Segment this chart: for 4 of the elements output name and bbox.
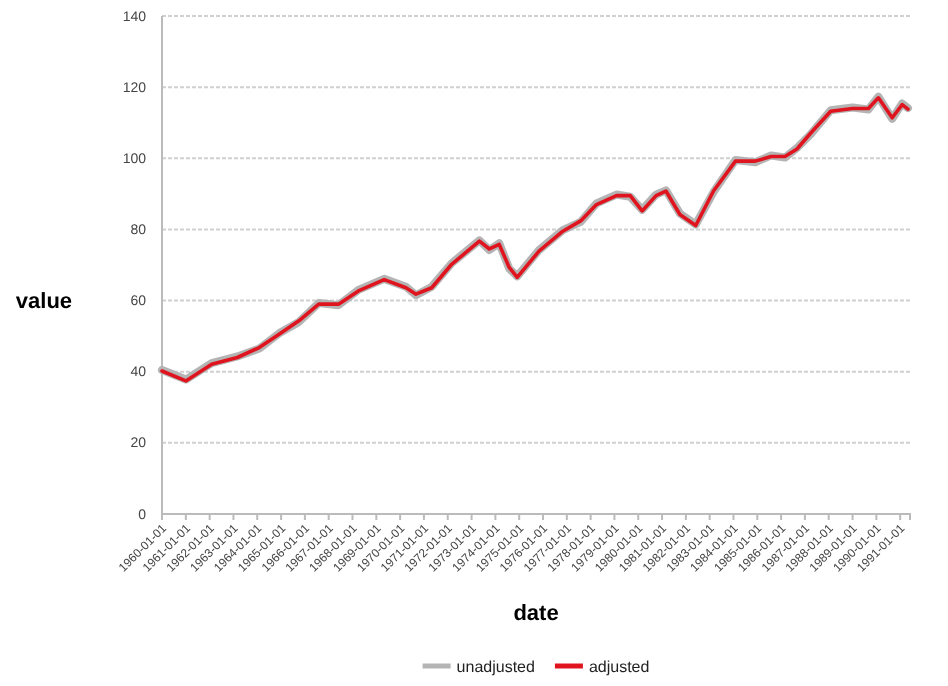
y-axis-title: value [15,290,73,314]
legend-label: unadjusted [456,658,535,676]
legend-label: adjusted [588,658,650,676]
x-axis-title: date [513,602,559,626]
